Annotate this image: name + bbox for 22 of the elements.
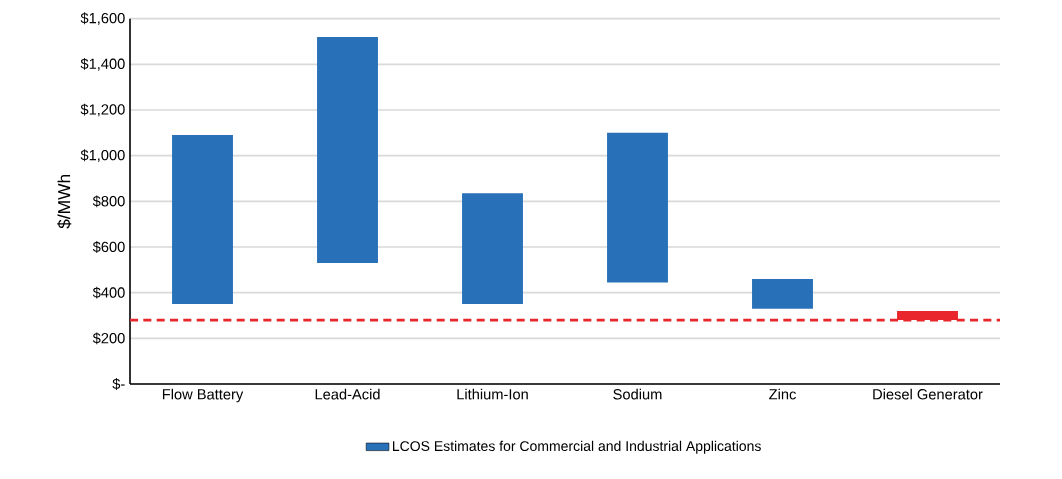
x-tick-label: Lithium-Ion [457, 388, 528, 400]
legend-label: LCOS Estimates for Commercial and Industrial Applications [393, 440, 761, 454]
y-tick-label: $600 [92, 241, 125, 253]
bar [607, 132, 668, 283]
y-tick-label: $- [112, 378, 125, 390]
y-tick-label: $1,000 [80, 149, 125, 163]
y-tick-label: $400 [92, 286, 125, 299]
bar [752, 278, 813, 309]
x-tick-label: Diesel Generator [873, 388, 983, 400]
x-tick-label: Flow Battery [162, 388, 244, 403]
y-tick-label: $1,600 [80, 12, 125, 26]
x-tick-label: Zinc [769, 388, 796, 400]
y-tick-label: $1,400 [80, 57, 125, 71]
x-tick-label: Lead-Acid [315, 388, 380, 400]
bar [317, 36, 378, 263]
bar [172, 135, 233, 305]
y-tick-label: $800 [92, 195, 125, 208]
x-tick-label: Sodium [613, 388, 662, 400]
y-axis-title: $/MWh [57, 175, 72, 229]
y-tick-label: $1,200 [80, 103, 125, 117]
y-tick-label: $200 [92, 332, 125, 345]
bar [462, 193, 523, 305]
